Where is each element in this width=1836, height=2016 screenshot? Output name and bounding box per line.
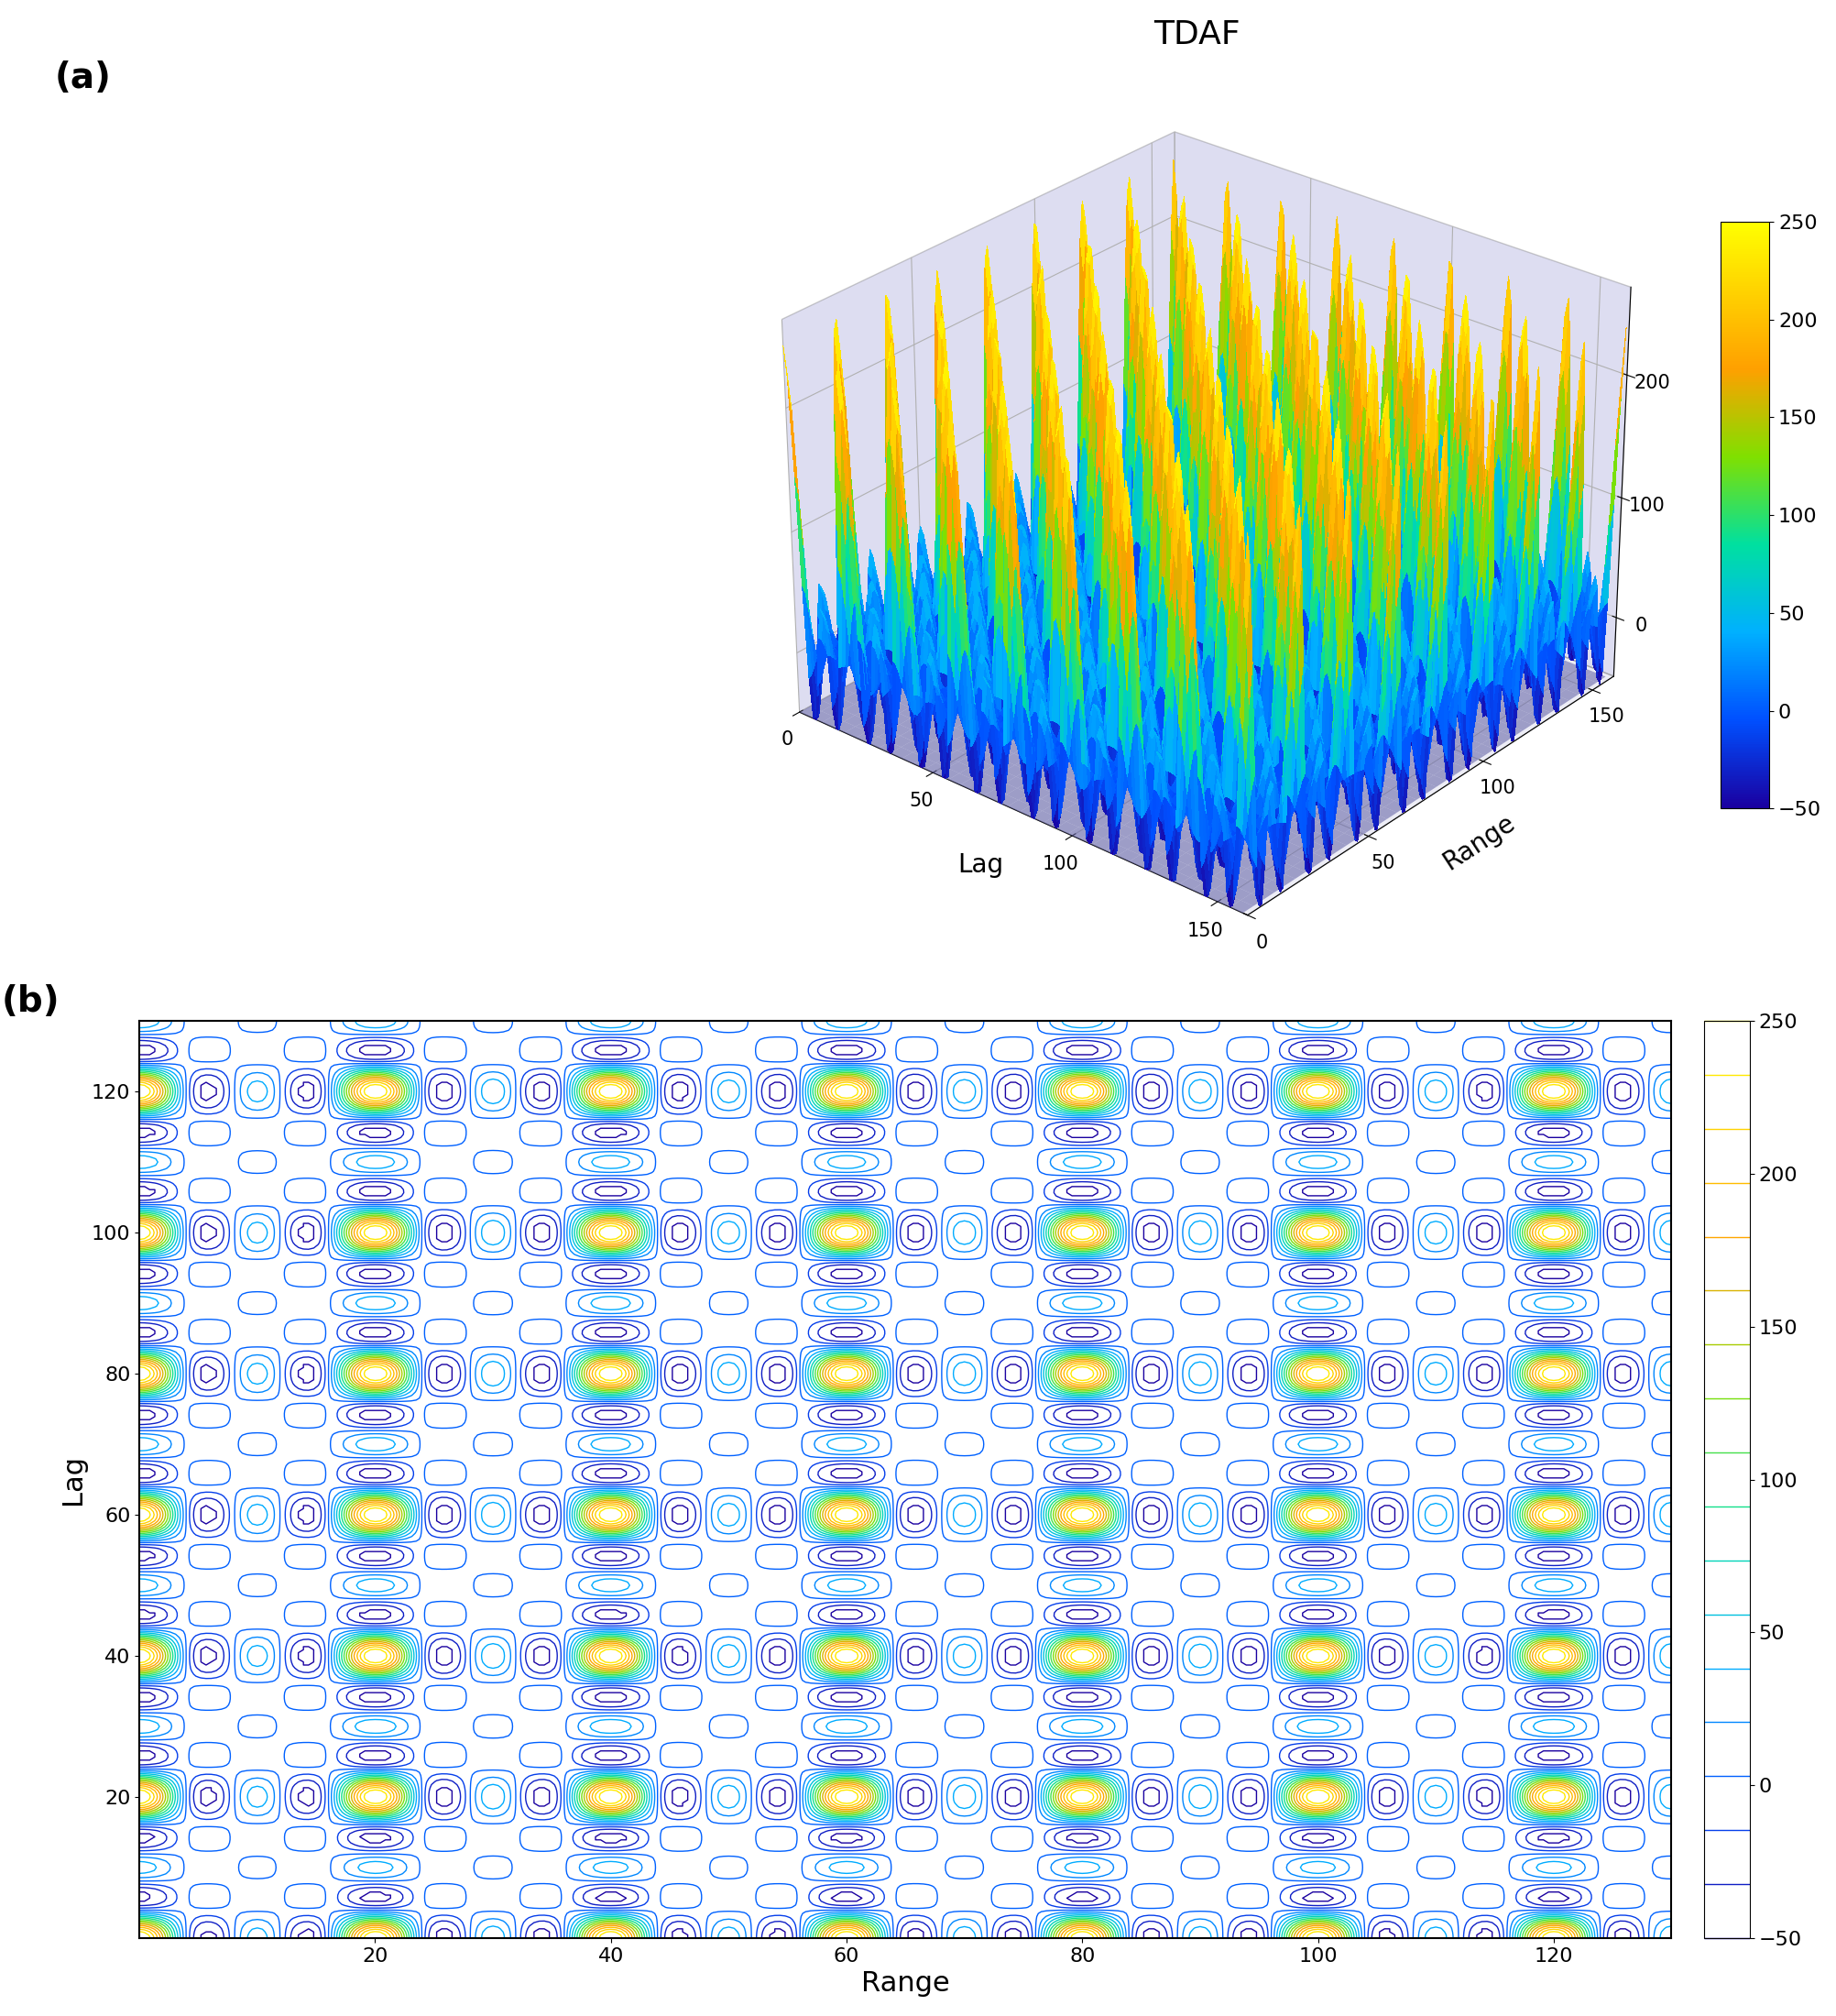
Text: (b): (b) [2, 984, 61, 1018]
Text: (a): (a) [55, 60, 112, 95]
Y-axis label: Range: Range [1438, 810, 1520, 875]
Y-axis label: Lag: Lag [61, 1454, 86, 1504]
Title: TDAF: TDAF [1153, 18, 1239, 50]
X-axis label: Lag: Lag [958, 853, 1004, 879]
X-axis label: Range: Range [861, 1970, 949, 1998]
